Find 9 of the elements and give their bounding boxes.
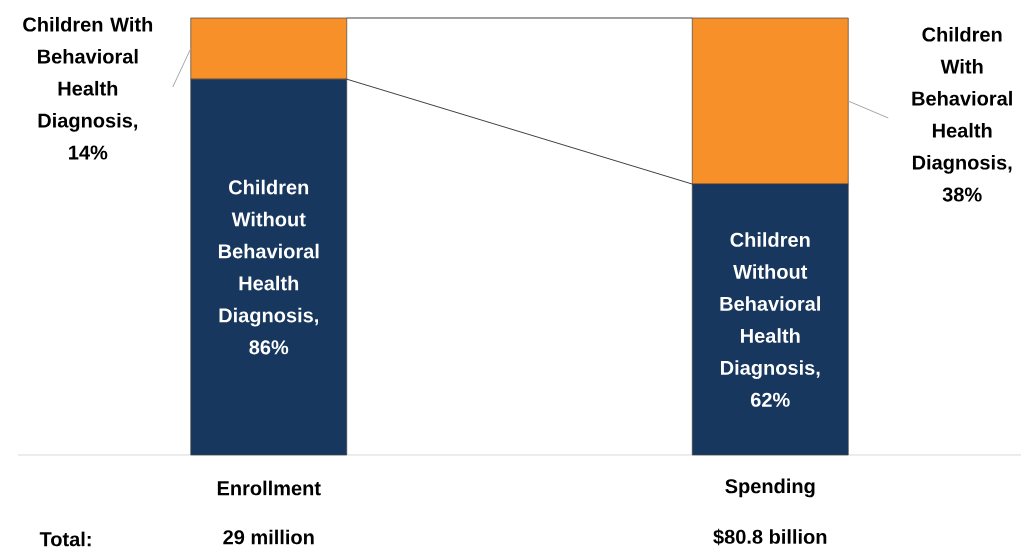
data-label: Children Without Behavioral Health Diagnosis, 86%	[218, 179, 319, 355]
data-label: Children With Behavioral Health Diagnosis, 38%	[912, 26, 1012, 202]
text: $80.8 billion	[713, 528, 827, 546]
x-tick-label: Enrollment	[217, 480, 321, 496]
text: 29 million	[223, 529, 314, 545]
text: Total:	[39, 531, 91, 547]
x-tick-label: Spending	[725, 478, 815, 498]
data-label: Children With Behavioral Health Diagnosis, 14%	[23, 16, 153, 160]
data-label: Children Without Behavioral Health Diagnosis, 62%	[720, 232, 820, 407]
